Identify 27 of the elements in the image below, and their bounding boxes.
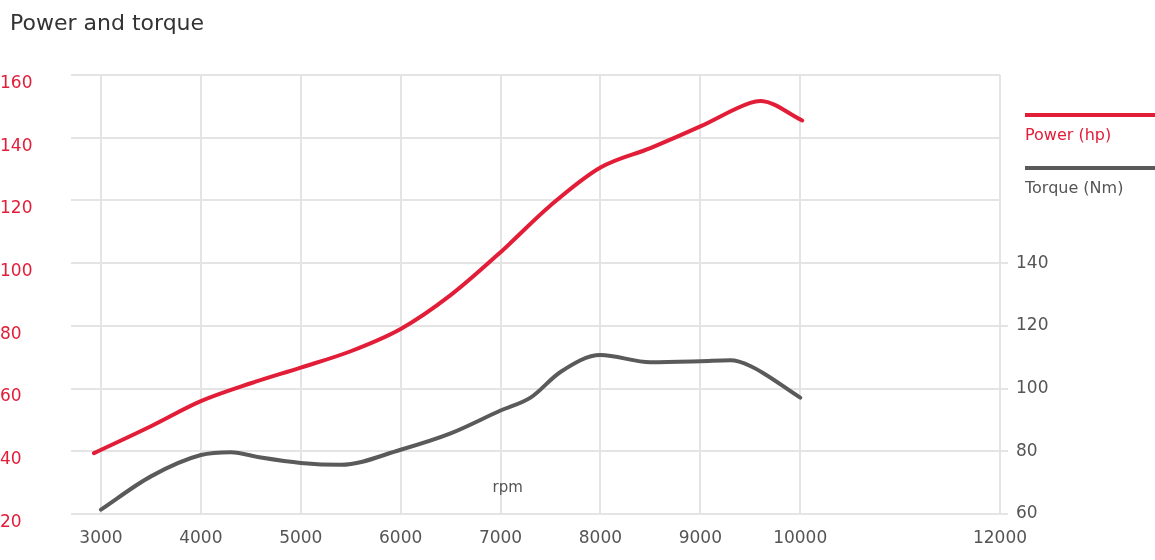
x-tick-label: 10000 [773, 526, 828, 547]
line-series [98, 353, 803, 512]
text: Torque (Nm) [1025, 178, 1125, 197]
x-tick-label: 6000 [379, 526, 423, 547]
y-tick-label: 80 [0, 322, 22, 343]
x-tick-label: 8000 [578, 526, 623, 547]
x-tick-label: 7000 [478, 526, 523, 547]
chart-title: Power and torque [10, 10, 205, 35]
text: Power (hp) [1025, 125, 1113, 144]
y-tick-label: 100 [0, 260, 33, 281]
y-tick-label: 140 [0, 134, 33, 155]
x-tick-label: 9000 [678, 526, 722, 547]
y2-tick-label: 140 [1016, 251, 1049, 272]
y-tick-label: 20 [0, 510, 22, 531]
y-tick-label: 40 [0, 448, 22, 469]
y-tick-label: 120 [0, 197, 33, 218]
y-tick-label: 60 [0, 385, 22, 406]
y2-tick-label: 100 [1016, 376, 1049, 397]
x-tick-label: 12000 [972, 526, 1028, 547]
x-axis-title: rpm [492, 477, 523, 496]
y-tick-label: 160 [0, 71, 33, 92]
x-tick-label: 4000 [179, 526, 223, 547]
y2-tick-label: 60 [1016, 502, 1038, 523]
x-tick-label: 3000 [79, 526, 123, 547]
x-tick-label: 5000 [279, 526, 323, 547]
y2-tick-label: 80 [1016, 439, 1038, 460]
y2-tick-label: 120 [1016, 314, 1049, 335]
